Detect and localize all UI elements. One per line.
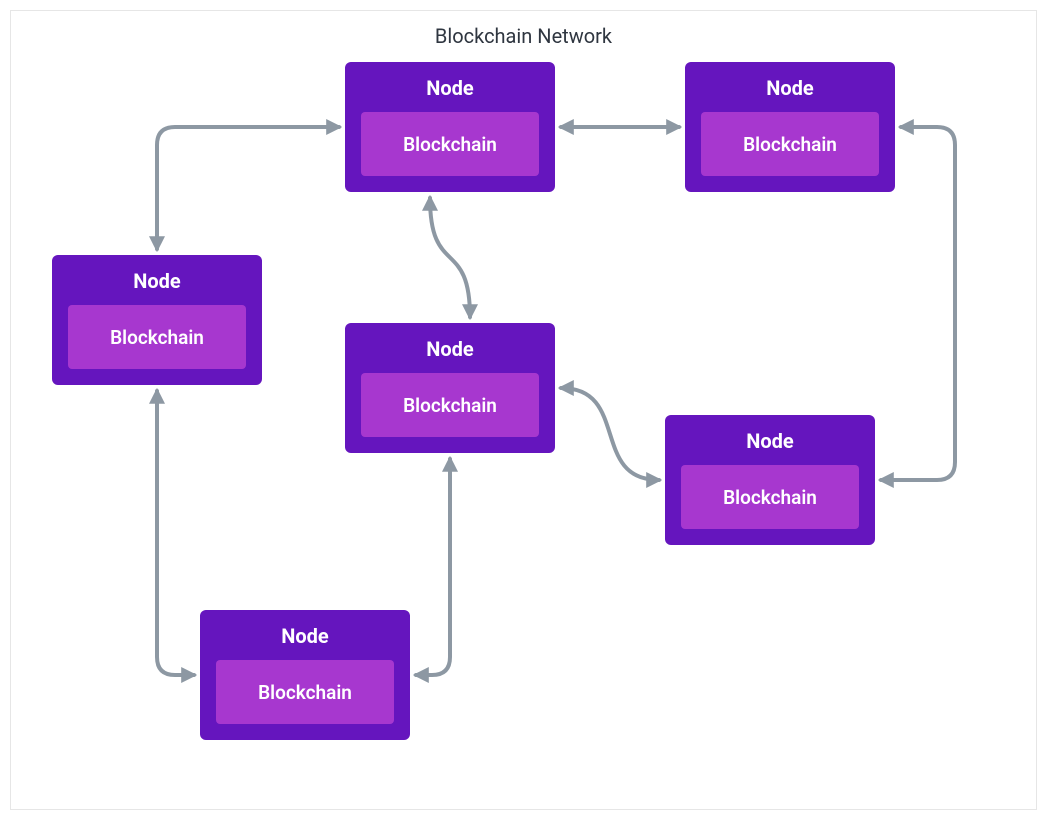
diagram-canvas: Blockchain Network Node Blockchain Node Blo… [0,0,1047,820]
node-inner: Blockchain [701,112,879,176]
node-title: Node [746,429,793,453]
node-inner: Blockchain [361,373,539,437]
node-title: Node [766,76,813,100]
node-inner: Blockchain [681,465,859,529]
node-title: Node [426,337,473,361]
diagram-title: Blockchain Network [0,24,1047,48]
node-n1: Node Blockchain [345,62,555,192]
node-title: Node [281,624,328,648]
node-n3: Node Blockchain [52,255,262,385]
node-n4: Node Blockchain [345,323,555,453]
node-inner: Blockchain [361,112,539,176]
node-n2: Node Blockchain [685,62,895,192]
node-title: Node [426,76,473,100]
node-n5: Node Blockchain [665,415,875,545]
node-inner: Blockchain [68,305,246,369]
node-title: Node [133,269,180,293]
node-inner: Blockchain [216,660,394,724]
node-n6: Node Blockchain [200,610,410,740]
